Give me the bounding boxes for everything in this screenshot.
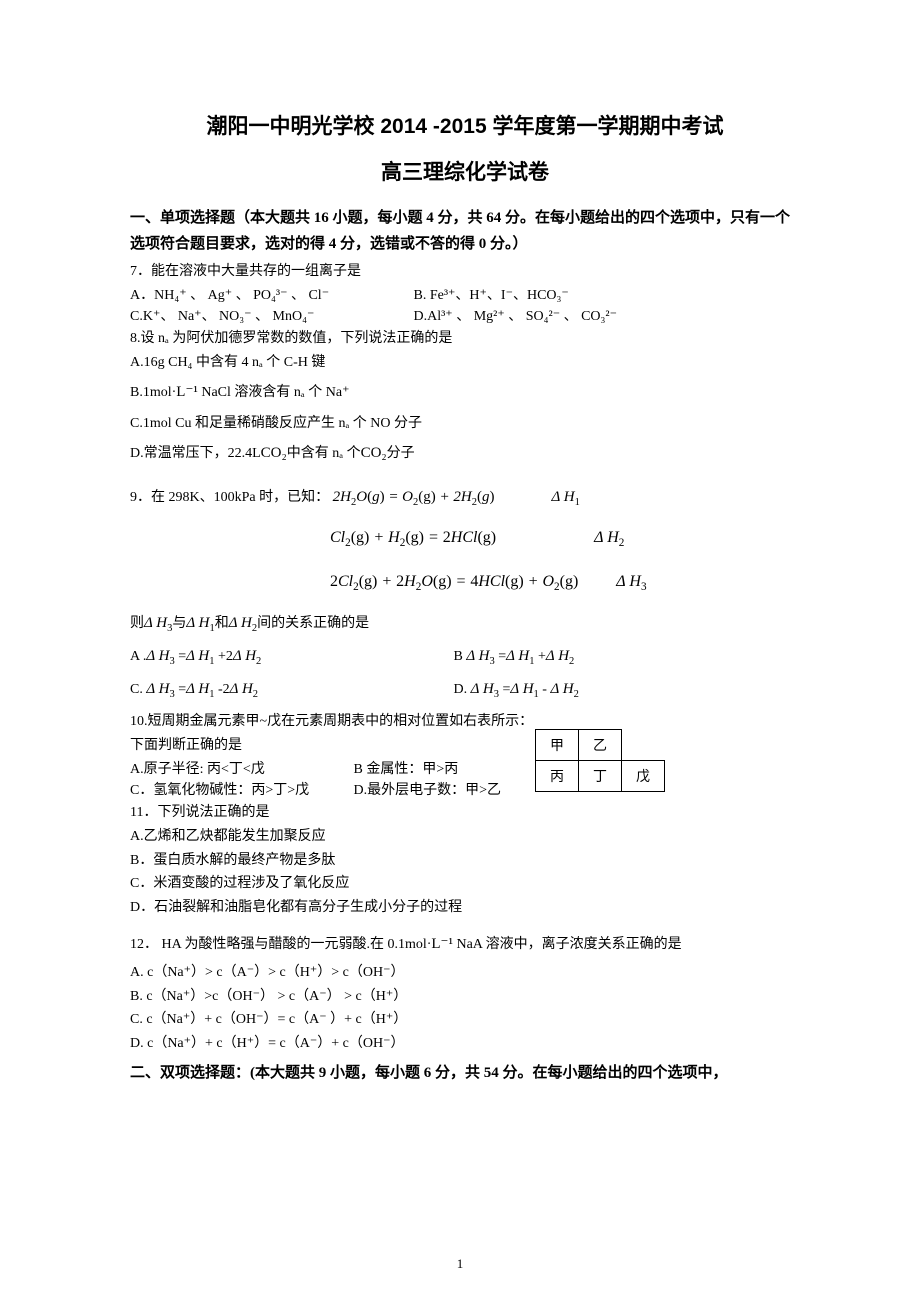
q9-row2: C. Δ H3 =Δ H1 -2Δ H2 D. Δ H3 =Δ H1 - Δ H… [130, 678, 800, 701]
q10-optD: D.最外层电子数：甲>乙 [354, 783, 502, 798]
q9-eq1: 2H2O(g) = O2(g) + 2H2(g) [333, 489, 495, 505]
q8-optB-post: NaCl 溶液含有 nₐ 个 Na⁺ [198, 385, 350, 400]
q12-stem-post: NaA 溶液中，离子浓度关系正确的是 [453, 937, 682, 952]
q7-row2: C.K⁺、 Na⁺、 NO₃⁻ 、 MnO₄⁻ D.Al³⁺ 、 Mg²⁺ 、 … [130, 306, 800, 328]
q12-optC: C. c（Na⁺）+ c（OH⁻）= c（A⁻ ）+ c（H⁺） [130, 1009, 800, 1031]
q10-optA: A.原子半径: 丙<丁<戊 [130, 759, 350, 781]
q10-row2: C．氢氧化物碱性：丙>丁>戊 D.最外层电子数：甲>乙 [130, 780, 800, 802]
q9-relation: 则Δ H3与Δ H1和Δ H2间的关系正确的是 [130, 612, 800, 635]
q8-optD-co2b: CO₂ [361, 445, 387, 461]
q12-optD: D. c（Na⁺）+ c（H⁺）= c（A⁻）+ c（OH⁻） [130, 1033, 800, 1055]
q7-optC: C.K⁺、 Na⁺、 NO₃⁻ 、 MnO₄⁻ [130, 306, 410, 328]
q12-stem: 12． HA 为酸性略强与醋酸的一元弱酸.在 0.1mol·L⁻¹ NaA 溶液… [130, 933, 800, 956]
q9-optA: A .Δ H3 =Δ H1 +2Δ H2 [130, 645, 450, 668]
q10-cell-wu: 戊 [622, 761, 665, 792]
q11-optA: A.乙烯和乙炔都能发生加聚反应 [130, 826, 800, 848]
q9-rel-post: 间的关系正确的是 [257, 616, 369, 631]
q10-optC: C．氢氧化物碱性：丙>丁>戊 [130, 780, 350, 802]
q9-optC: C. Δ H3 =Δ H1 -2Δ H2 [130, 678, 450, 701]
q9-eq3: 2Cl2(g) + 2H2O(g) = 4HCl(g) + O2(g) [330, 573, 578, 590]
q9-dh2: Δ H2 [594, 529, 624, 546]
q8-optD-pre: D.常温常压下，22.4L [130, 446, 261, 461]
q7-optA: A．NH₄⁺ 、 Ag⁺ 、 PO₄³⁻ 、 Cl⁻ [130, 285, 410, 307]
q9-rel-mid: Δ H3 [144, 615, 172, 631]
q12-optA: A. c（Na⁺）> c（A⁻）> c（H⁺）> c（OH⁻） [130, 962, 800, 984]
q8-optD-p3: 分子 [387, 446, 415, 461]
q9-eq2: Cl2(g) + H2(g) = 2HCl(g) [330, 529, 496, 546]
q11-stem: 11．下列说法正确的是 [130, 802, 800, 824]
q9-eq2-line: Cl2(g) + H2(g) = 2HCl(g) Δ H2 [330, 523, 800, 553]
page-number: 1 [0, 1256, 920, 1272]
q10-row1: A.原子半径: 丙<丁<戊 B 金属性：甲>丙 [130, 759, 800, 781]
page-title: 潮阳一中明光学校 2014 -2015 学年度第一学期期中考试 [130, 110, 800, 140]
q7-optD: D.Al³⁺ 、 Mg²⁺ 、 SO₄²⁻ 、 CO₃²⁻ [414, 309, 618, 324]
q8-optB-unit: L⁻¹ [176, 384, 198, 400]
q8-optB: B.1mol·L⁻¹ NaCl 溶液含有 nₐ 个 Na⁺ [130, 381, 800, 404]
section2-heading: 二、双项选择题：(本大题共 9 小题，每小题 6 分，共 54 分。在每小题给出… [130, 1061, 800, 1087]
q8-optC: C.1mol Cu 和足量稀硝酸反应产生 nₐ 个 NO 分子 [130, 413, 800, 435]
q12-optB: B. c（Na⁺）>c（OH⁻） > c（A⁻） > c（H⁺） [130, 986, 800, 1008]
q7-row1: A．NH₄⁺ 、 Ag⁺ 、 PO₄³⁻ 、 Cl⁻ B. Fe³⁺、H⁺、I⁻… [130, 285, 800, 307]
q11-optD: D．石油裂解和油脂皂化都有高分子生成小分子的过程 [130, 897, 800, 919]
q7-stem: 7．能在溶液中大量共存的一组离子是 [130, 261, 800, 283]
q12-stem-pre: 12． HA 为酸性略强与醋酸的一元弱酸.在 0.1mol· [130, 937, 431, 952]
q9-rel-pre: 则 [130, 616, 144, 631]
q11-optB: B．蛋白质水解的最终产物是多肽 [130, 850, 800, 872]
q10-cell-bing: 丙 [536, 761, 579, 792]
q10-optB: B 金属性：甲>丙 [354, 762, 459, 777]
q9-eq3-line: 2Cl2(g) + 2H2O(g) = 4HCl(g) + O2(g) Δ H3 [330, 567, 800, 597]
q7-optB: B. Fe³⁺、H⁺、I⁻、HCO₃⁻ [414, 288, 569, 303]
q10-cell-ding: 丁 [579, 761, 622, 792]
q11-optC: C．米酒变酸的过程涉及了氧化反应 [130, 873, 800, 895]
q9-dh1: Δ H1 [552, 489, 580, 505]
q12-unit: L⁻¹ [431, 936, 453, 952]
q10-cell-jia: 甲 [536, 730, 579, 761]
q9-optB: B Δ H3 =Δ H1 +Δ H2 [454, 649, 575, 664]
q8-stem: 8.设 nₐ 为阿伏加德罗常数的数值，下列说法正确的是 [130, 328, 800, 350]
q8-optD-co2a: CO₂ [261, 445, 287, 461]
q8-optD: D.常温常压下，22.4LCO₂中含有 nₐ 个CO₂分子 [130, 442, 800, 465]
q10-cell-empty [622, 730, 665, 761]
q8-optA: A.16g CH₄ 中含有 4 nₐ 个 C-H 键 [130, 352, 800, 374]
q9-dh3: Δ H3 [616, 573, 646, 590]
section1-heading: 一、单项选择题（本大题共 16 小题，每小题 4 分，共 64 分。在每小题给出… [130, 206, 800, 257]
page-subtitle: 高三理综化学试卷 [130, 156, 800, 186]
q9-row1: A .Δ H3 =Δ H1 +2Δ H2 B Δ H3 =Δ H1 +Δ H2 [130, 645, 800, 668]
q9-stem-pre: 9．在 298K、100kPa 时，已知： [130, 490, 329, 505]
q10-stem1: 10.短周期金属元素甲~戊在元素周期表中的相对位置如右表所示： [130, 711, 800, 733]
q10-stem2: 下面判断正确的是 [130, 735, 800, 757]
q8-optD-p1: 中含有 nₐ 个 [287, 446, 361, 461]
q10-table: 甲 乙 丙 丁 戊 [535, 729, 665, 792]
q8-optB-pre: B.1mol· [130, 385, 176, 400]
q10-cell-yi: 乙 [579, 730, 622, 761]
q9-stem: 9．在 298K、100kPa 时，已知： 2H2O(g) = O2(g) + … [130, 486, 800, 509]
q9-optD: D. Δ H3 =Δ H1 - Δ H2 [454, 682, 579, 697]
